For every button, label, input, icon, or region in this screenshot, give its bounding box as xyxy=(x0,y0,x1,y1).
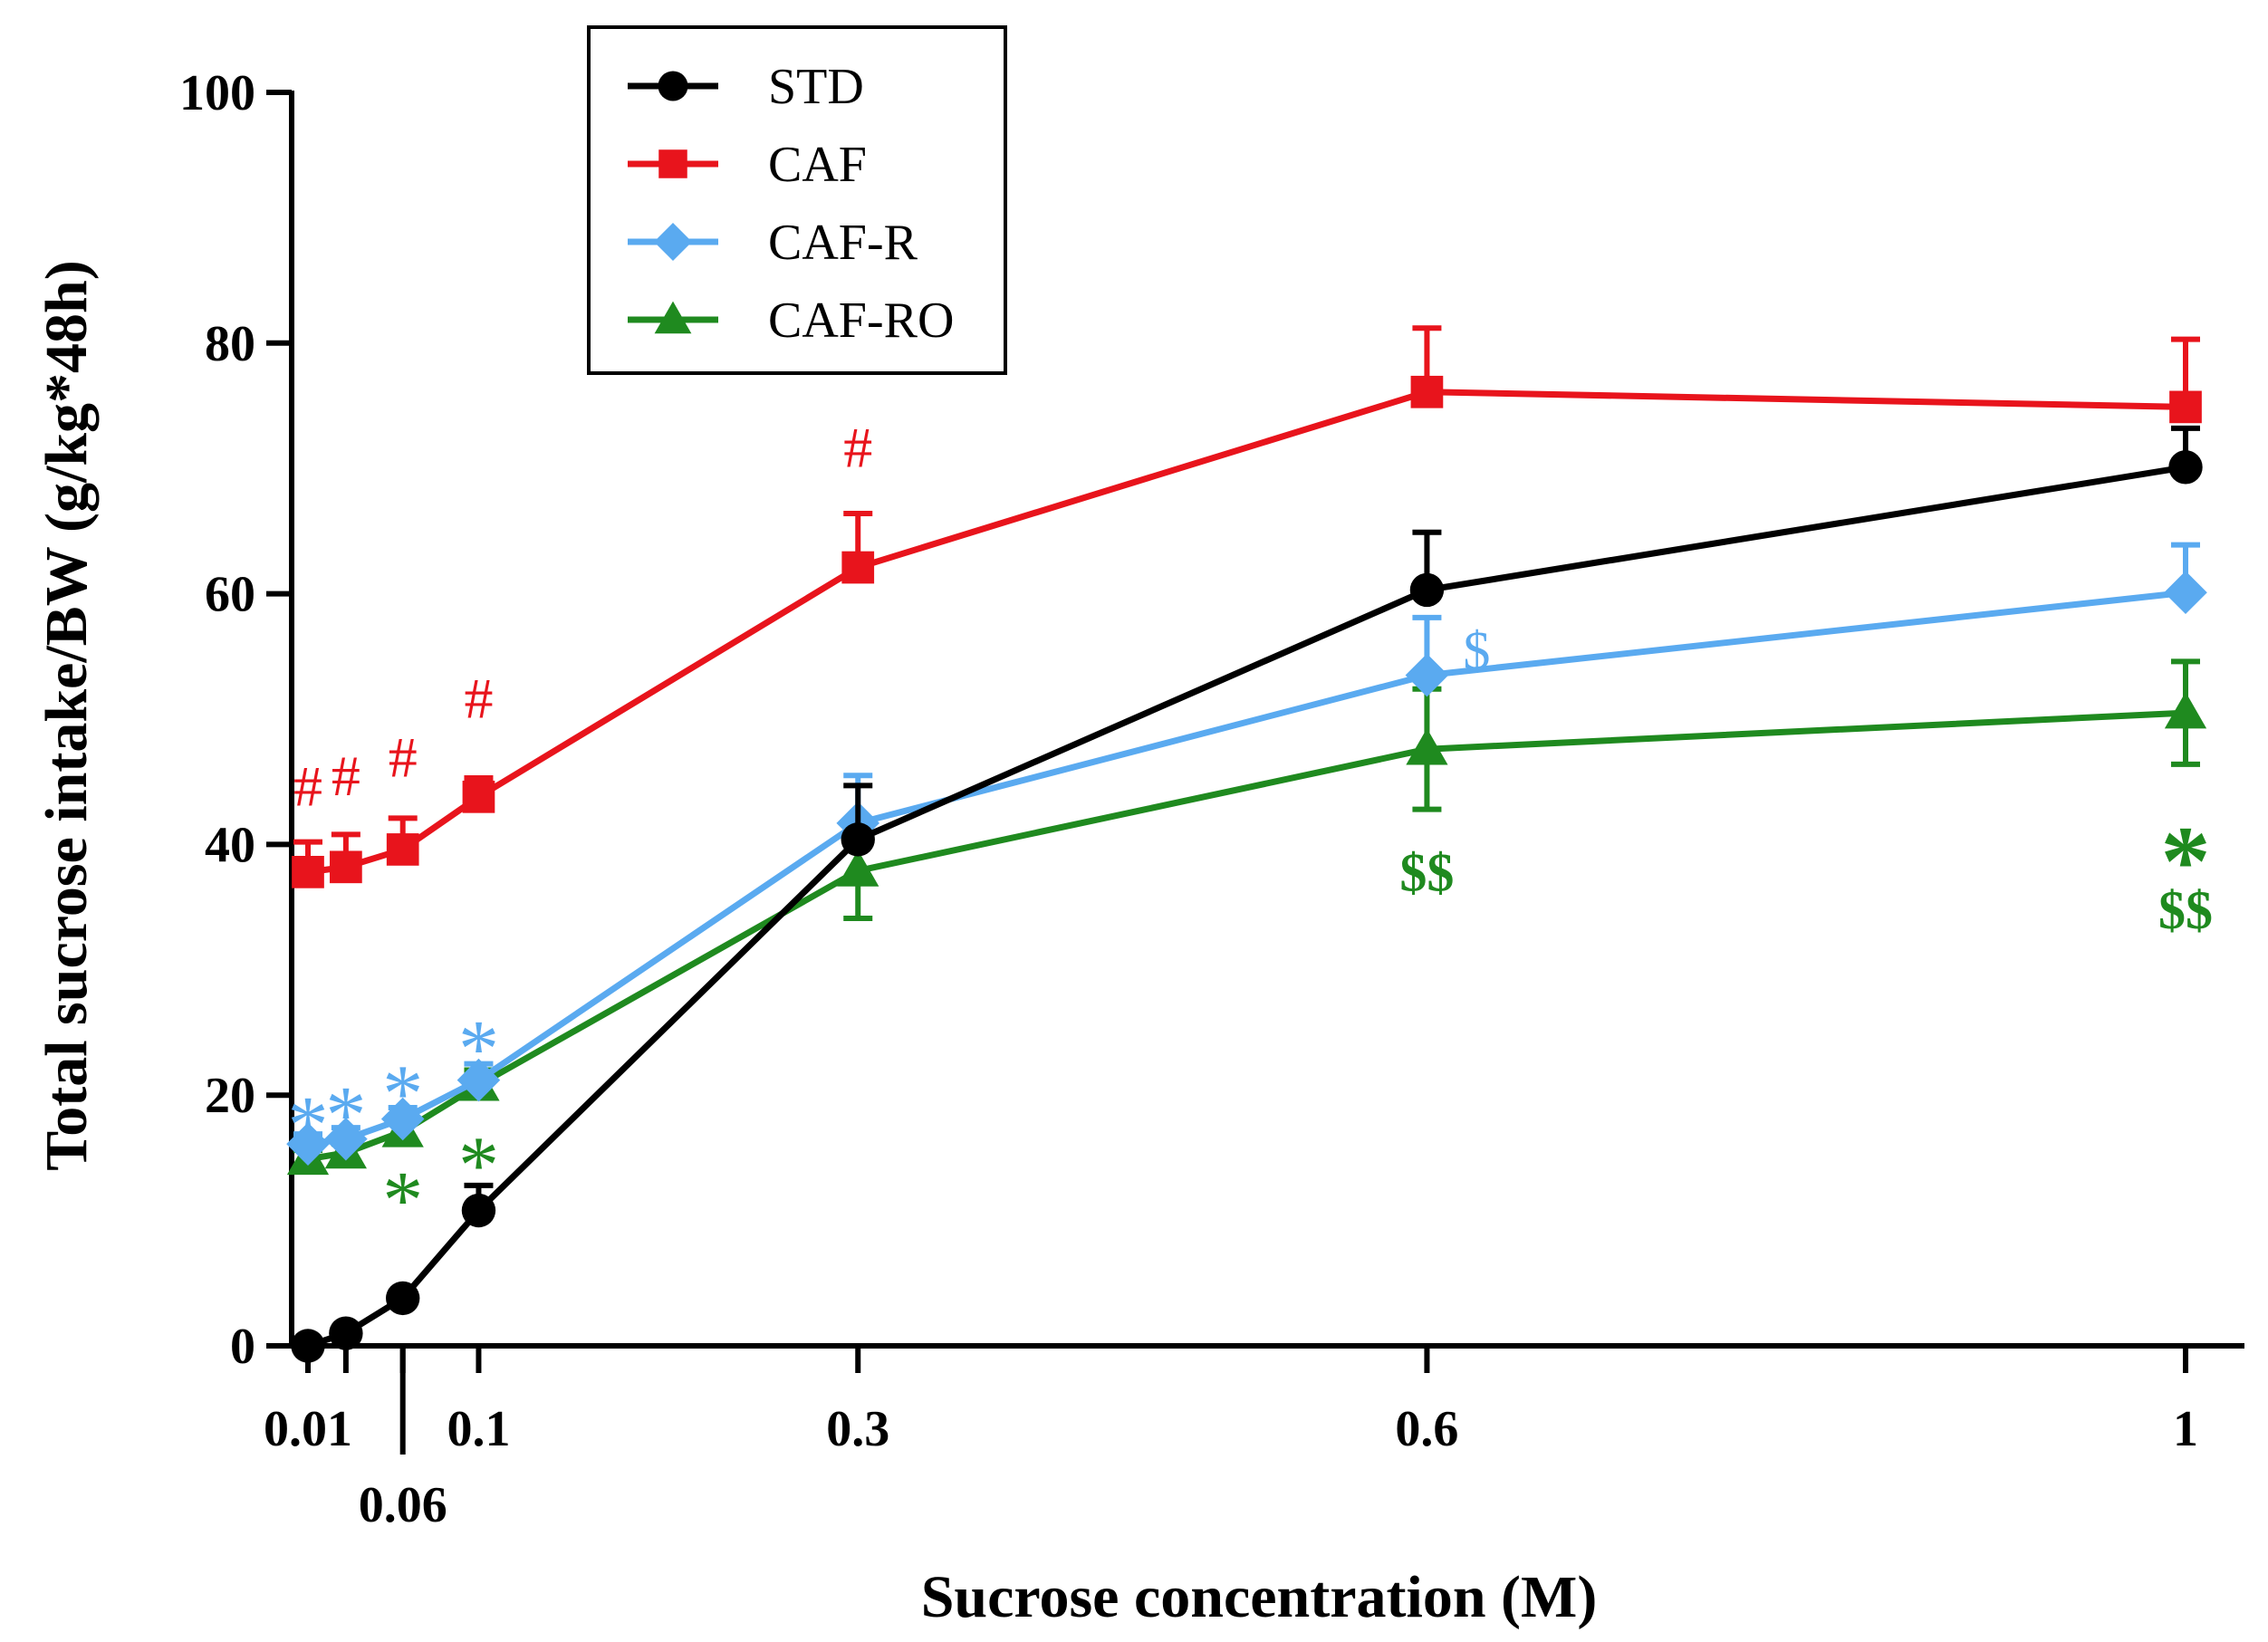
significance-mark: # xyxy=(293,754,322,818)
data-point-caf-ro xyxy=(1406,728,1448,765)
data-point-std xyxy=(1409,572,1445,608)
y-ticks: 0 20 40 60 80 100 xyxy=(179,65,292,1375)
data-point-std xyxy=(461,1193,496,1228)
significance-mark: * xyxy=(2161,806,2211,917)
data-point-caf-r xyxy=(286,1122,330,1166)
legend-item-std: STD xyxy=(628,59,864,115)
series-std xyxy=(291,425,2203,1363)
significance-mark: * xyxy=(288,1080,329,1170)
y-tick-label: 20 xyxy=(205,1068,255,1124)
y-tick-label: 100 xyxy=(179,65,255,121)
x-tick-label: 0.6 xyxy=(1395,1401,1458,1457)
data-point-std xyxy=(841,822,875,857)
data-point-caf-r xyxy=(380,1097,425,1141)
x-tick-label: 0.01 xyxy=(264,1401,352,1457)
series-line-caf-ro xyxy=(307,709,2186,1163)
series-caf-r xyxy=(286,542,2207,1166)
legend-item-caf: CAF xyxy=(628,137,867,193)
series-layer xyxy=(286,325,2207,1363)
significance-mark: # xyxy=(843,416,872,480)
x-ticks: 0.010.060.1 0.3 0.6 1 xyxy=(264,1346,2198,1533)
legend-swatch-marker xyxy=(658,71,688,101)
legend-item-caf-r: CAF-R xyxy=(628,215,918,271)
legend-swatch-marker xyxy=(658,149,687,178)
significance-mark: * xyxy=(325,1071,366,1160)
data-point-caf-r xyxy=(324,1117,368,1161)
x-tick-label: 1 xyxy=(2173,1401,2198,1457)
y-axis-title: Total sucrose intake/BW (g/kg*48h) xyxy=(34,260,100,1170)
data-point-caf xyxy=(292,855,324,888)
y-tick-label: 60 xyxy=(205,567,255,623)
legend: STD CAF CAF-R CAF-RO xyxy=(587,25,1007,375)
series-line-caf-r xyxy=(307,589,2186,1147)
legend-swatch-marker xyxy=(654,223,692,261)
significance-mark: $ xyxy=(1463,621,1490,681)
data-point-caf xyxy=(462,780,495,813)
data-point-caf-ro xyxy=(2164,691,2207,729)
significance-mark: * xyxy=(458,1004,499,1094)
series-line-std xyxy=(306,464,2186,1349)
significance-mark: # xyxy=(332,744,360,808)
data-point-caf xyxy=(841,551,875,584)
data-point-caf xyxy=(1410,375,1444,408)
legend-item-caf-ro: CAF-RO xyxy=(628,293,954,349)
data-point-std xyxy=(329,1316,363,1350)
axes xyxy=(289,91,2244,1349)
y-tick-label: 40 xyxy=(205,817,255,873)
data-point-caf-ro xyxy=(837,850,879,887)
series-caf xyxy=(292,325,2202,888)
data-point-std xyxy=(291,1329,325,1363)
data-point-std xyxy=(2168,450,2203,485)
significance-mark: * xyxy=(458,1120,499,1210)
x-tick-label: 0.06 xyxy=(359,1477,447,1533)
data-point-caf xyxy=(330,850,362,884)
significance-mark: * xyxy=(382,1156,423,1245)
significance-mark: # xyxy=(389,725,418,789)
series-line-caf xyxy=(307,389,2186,876)
data-point-caf-r xyxy=(2164,571,2207,615)
significance-mark: $$ xyxy=(1399,843,1454,903)
x-tick-label: 0.1 xyxy=(447,1401,510,1457)
x-axis-title: Sucrose concentration (M) xyxy=(921,1564,1598,1630)
y-tick-label: 80 xyxy=(205,316,255,372)
legend-label: STD xyxy=(768,59,864,115)
annotation-layer: # # ###** **$* *$$ *$$ xyxy=(288,416,2214,1246)
significance-mark: # xyxy=(464,666,493,730)
y-tick-label: 0 xyxy=(230,1319,255,1375)
significance-mark: $$ xyxy=(2158,880,2213,940)
legend-label: CAF-R xyxy=(768,215,918,271)
data-point-std xyxy=(385,1281,420,1316)
data-point-caf xyxy=(2169,390,2202,424)
x-tick-label: 0.3 xyxy=(826,1401,889,1457)
legend-label: CAF-RO xyxy=(768,293,954,349)
data-point-caf-r xyxy=(456,1058,501,1102)
legend-label: CAF xyxy=(768,137,867,193)
data-point-caf-r xyxy=(1405,653,1449,697)
significance-mark: * xyxy=(382,1050,423,1139)
legend-swatch-marker xyxy=(654,301,692,334)
data-point-caf xyxy=(386,833,419,866)
